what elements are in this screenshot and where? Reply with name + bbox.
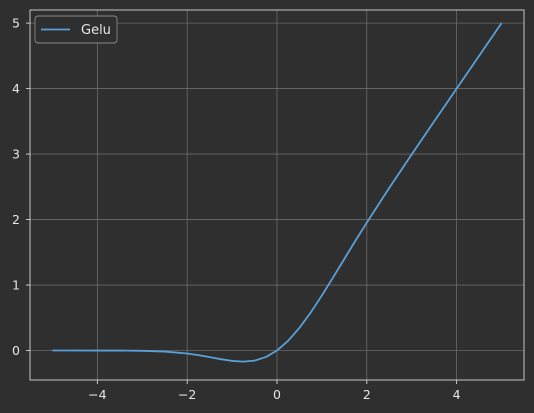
- tick-labels: −4 −2 0 2 4 0 1 2 3 4 5: [12, 16, 461, 402]
- x-tick-label: 2: [363, 387, 371, 402]
- x-tick-label: 0: [273, 387, 281, 402]
- y-tick-label: 0: [12, 343, 20, 358]
- tick-marks: [26, 22, 458, 384]
- x-tick-label: −4: [88, 387, 106, 402]
- legend: Gelu: [34, 15, 118, 44]
- x-tick-label: 4: [453, 387, 461, 402]
- y-tick-label: 3: [12, 147, 20, 162]
- legend-label-gelu: Gelu: [81, 23, 111, 38]
- legend-box: [34, 15, 118, 44]
- y-tick-label: 4: [12, 81, 20, 96]
- y-tick-label: 5: [12, 16, 20, 31]
- grid-lines: [30, 10, 524, 380]
- series-layer: [52, 22, 503, 363]
- x-tick-label: −2: [178, 387, 196, 402]
- y-tick-label: 1: [12, 278, 20, 293]
- series-line-gelu: [52, 22, 503, 363]
- y-tick-label: 2: [12, 212, 20, 227]
